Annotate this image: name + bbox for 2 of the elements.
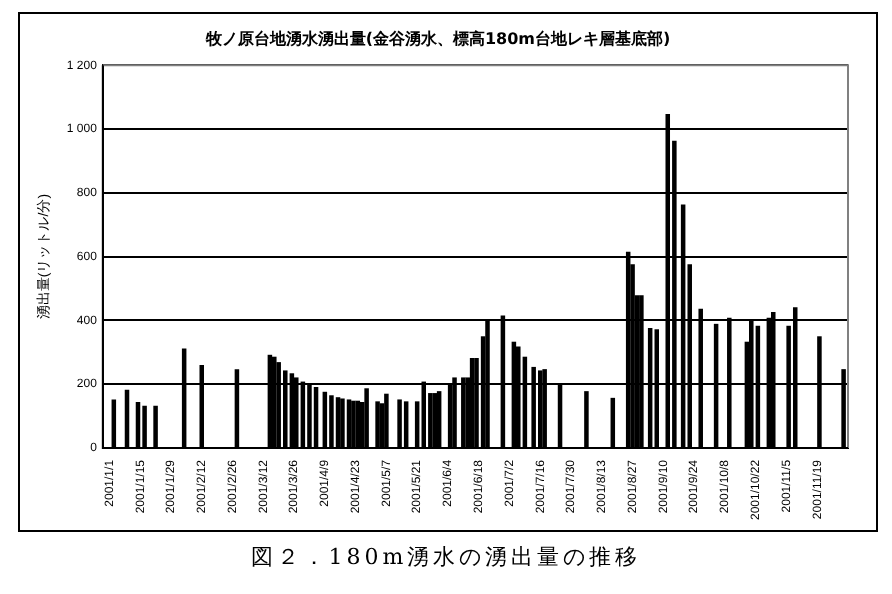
caption: 図２．180m湧水の湧出量の推移 xyxy=(248,542,644,572)
chart-title: 牧ノ原台地湧水湧出量(金谷湧水、標高180m台地レキ層基底部) xyxy=(203,27,671,48)
